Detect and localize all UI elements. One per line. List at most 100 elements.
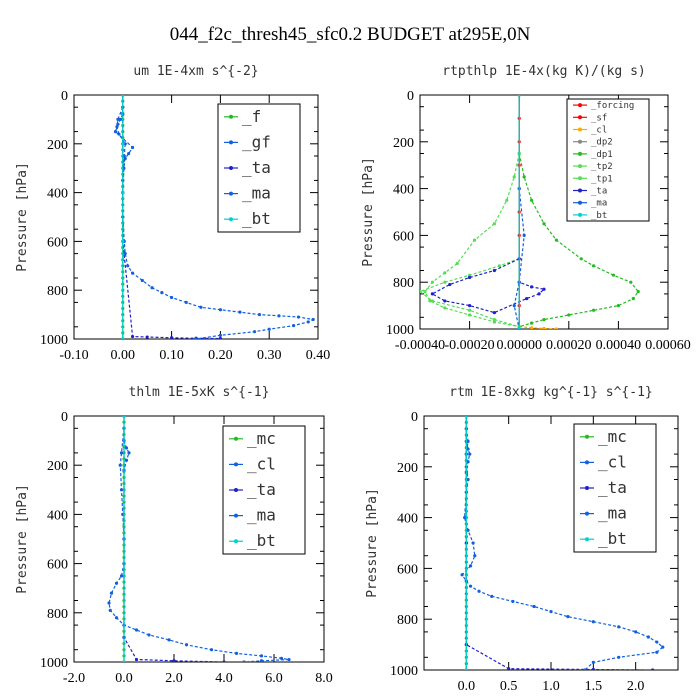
data-point — [209, 648, 214, 652]
series-line-cl — [519, 326, 557, 329]
y-tick-label: 400 — [393, 183, 414, 198]
series-line-tp2 — [424, 153, 520, 328]
data-point — [123, 252, 127, 256]
data-point — [199, 305, 203, 309]
y-tick-label: 0 — [407, 89, 414, 104]
x-tick-label: 0.00000 — [496, 338, 542, 353]
data-point — [530, 285, 534, 289]
data-point — [616, 304, 621, 308]
y-tick-label: 600 — [393, 229, 414, 244]
data-point — [530, 198, 534, 202]
data-point — [218, 308, 222, 312]
data-point — [463, 516, 467, 520]
y-tick-label: 200 — [393, 136, 414, 151]
data-point — [592, 264, 596, 268]
panel-title: um 1E-4xm s^{-2} — [133, 64, 258, 79]
data-point — [420, 289, 422, 294]
data-point — [505, 198, 509, 202]
data-point — [277, 314, 281, 318]
data-point — [466, 477, 470, 482]
data-point — [525, 296, 529, 301]
data-point — [122, 416, 126, 418]
data-point — [238, 310, 242, 314]
legend-entry: _bt — [598, 529, 627, 548]
data-point — [472, 238, 477, 242]
legend: _forcing _sf _cl _dp2 _dp1 _tp2 _tp1 _ta _ma _bt — [566, 98, 650, 222]
y-tick-label: 0 — [61, 89, 68, 104]
chart-panel-1: um 1E-4xm s^{-2} Pressure [hPa] 0 200 400 600… — [15, 64, 330, 363]
data-point — [646, 635, 650, 639]
data-point — [121, 239, 125, 243]
data-point — [492, 320, 496, 324]
legend-entry: _bt — [591, 211, 607, 221]
data-point — [468, 452, 472, 456]
data-point — [591, 660, 595, 664]
data-point — [218, 333, 222, 337]
data-point — [121, 142, 125, 146]
data-point — [530, 321, 534, 325]
data-point — [113, 130, 118, 134]
data-point — [468, 564, 473, 568]
data-point — [430, 299, 434, 303]
data-point — [279, 656, 284, 660]
data-point — [122, 660, 126, 662]
data-point — [119, 488, 124, 492]
data-point — [512, 175, 516, 179]
data-point — [145, 335, 149, 339]
data-point — [468, 304, 472, 308]
data-point — [634, 630, 638, 634]
y-tick-label: 600 — [47, 558, 68, 573]
legend-entry: _mc — [598, 427, 627, 446]
data-point — [464, 416, 468, 418]
data-point — [611, 273, 616, 277]
data-point — [455, 261, 459, 266]
data-point — [443, 306, 447, 310]
legend-marker — [229, 114, 233, 119]
legend-marker — [229, 217, 233, 222]
data-point — [464, 668, 468, 670]
series-line-ma — [513, 188, 525, 329]
x-tick-label: 0.20 — [208, 348, 233, 363]
data-point — [583, 668, 587, 670]
x-tick-label: 0.0 — [115, 671, 133, 686]
data-point — [532, 604, 536, 609]
series-group — [107, 416, 291, 662]
data-point — [109, 591, 114, 595]
x-tick-label: 2.0 — [165, 671, 183, 686]
data-point — [468, 273, 472, 277]
legend-marker — [229, 166, 233, 170]
y-tick-label: 400 — [397, 512, 418, 527]
data-point — [121, 337, 125, 339]
legend: _f _gf _ta _ma _bt — [217, 103, 301, 233]
data-point — [566, 615, 570, 619]
series-group — [420, 95, 640, 329]
data-point — [119, 574, 124, 578]
data-point — [115, 125, 119, 129]
data-point — [466, 528, 470, 532]
legend-entry: _ma — [598, 504, 627, 523]
data-point — [517, 95, 521, 97]
data-point — [130, 271, 135, 275]
chart-panel-3: thlm 1E-5xK s^{-1} Pressure [hPa] 0 200 400 6… — [15, 385, 333, 686]
legend-entry: _dp2 — [591, 138, 613, 148]
data-point — [468, 308, 472, 312]
data-point — [537, 292, 541, 296]
data-point — [124, 458, 129, 462]
data-point — [651, 668, 655, 670]
legend-marker — [234, 539, 238, 544]
x-tick-label: -0.00040 — [395, 338, 445, 353]
data-point — [617, 655, 621, 659]
data-point — [121, 191, 125, 195]
legend-entry: _ma — [591, 199, 607, 209]
x-tick-label: 0.40 — [306, 348, 331, 363]
data-point — [242, 660, 246, 662]
legend-marker — [578, 188, 582, 193]
y-tick-label: 200 — [47, 138, 68, 153]
y-tick-label: 400 — [47, 508, 68, 523]
data-point — [118, 117, 122, 121]
data-point — [116, 117, 120, 121]
y-tick-label: 800 — [393, 276, 414, 291]
legend-marker — [578, 103, 582, 108]
data-point — [430, 280, 434, 284]
